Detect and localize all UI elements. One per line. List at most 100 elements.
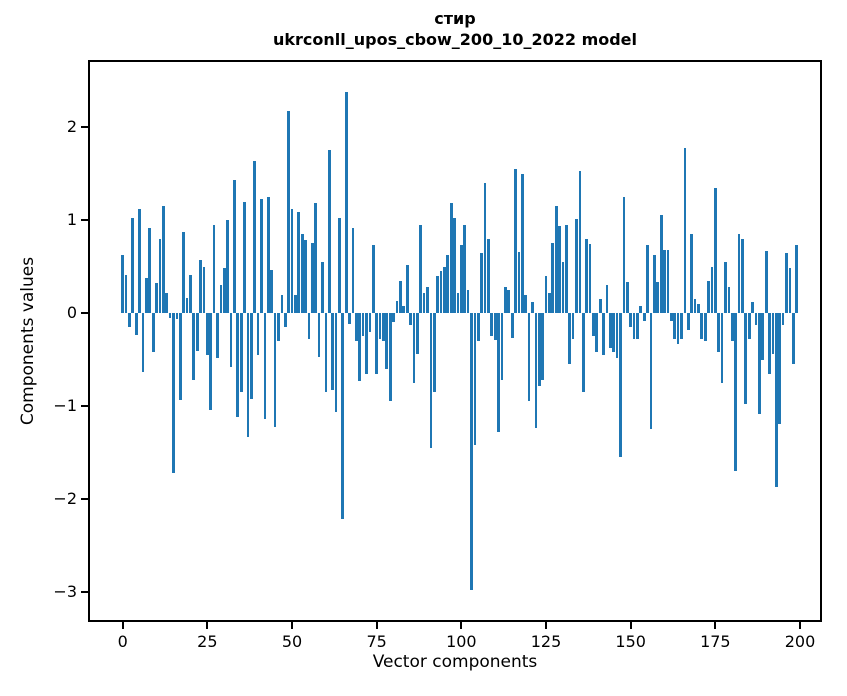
bar (751, 301, 754, 314)
bar (483, 182, 487, 314)
bar (246, 313, 250, 437)
bar (585, 238, 588, 314)
bar (527, 313, 531, 401)
bar (351, 228, 355, 314)
bar (348, 313, 351, 325)
y-tick-label: −1 (53, 396, 77, 416)
bar (717, 313, 721, 353)
bar (649, 313, 653, 430)
bar (646, 245, 649, 314)
chart-subtitle: ukrconll_upos_cbow_200_10_2022 model (272, 30, 638, 49)
bar (314, 203, 318, 314)
bar (703, 313, 707, 341)
x-tick-label: 50 (281, 632, 303, 651)
bar (134, 313, 138, 336)
bar (771, 313, 775, 354)
bar (128, 313, 131, 328)
bar (436, 275, 439, 314)
bar (768, 313, 771, 374)
bar (676, 313, 680, 344)
bar (222, 268, 226, 314)
bar (250, 313, 253, 399)
bar (121, 255, 125, 314)
bar (229, 313, 233, 368)
bar (466, 289, 470, 314)
bar (700, 313, 704, 340)
bar (636, 313, 639, 340)
bar (541, 313, 544, 381)
bar (263, 313, 267, 420)
bar (710, 266, 714, 314)
bar (205, 313, 209, 355)
bar (544, 275, 548, 314)
bar (571, 313, 575, 340)
bar (653, 255, 656, 314)
bar (575, 219, 578, 314)
bar (507, 289, 511, 314)
bar (256, 313, 260, 355)
x-tick-label: 125 (530, 632, 562, 651)
bar (426, 287, 429, 314)
y-tick-label: −2 (53, 489, 77, 509)
bar (307, 313, 311, 340)
bar (564, 224, 568, 314)
bar (233, 180, 236, 314)
bar (199, 260, 202, 314)
bar (737, 234, 741, 314)
bar (504, 287, 507, 314)
bar (253, 160, 257, 314)
bar (124, 274, 128, 314)
bar (453, 218, 456, 314)
bar (429, 313, 433, 448)
bar (690, 234, 693, 314)
bar (151, 313, 155, 353)
bar (581, 313, 585, 393)
bar (615, 313, 619, 358)
bar (785, 252, 788, 314)
bar (297, 211, 301, 314)
bar (382, 313, 385, 341)
bar (697, 303, 700, 314)
bar (439, 271, 443, 314)
bar (500, 313, 504, 381)
bar (449, 203, 453, 314)
bar (761, 313, 765, 360)
x-tick-label: 100 (446, 632, 477, 651)
bar (341, 313, 345, 519)
bar (517, 251, 521, 314)
bar (358, 313, 362, 381)
bar (405, 264, 409, 314)
bar (216, 313, 219, 358)
bar (290, 208, 294, 314)
bar (520, 173, 524, 314)
y-tick-mark (81, 405, 88, 408)
bar (422, 292, 426, 314)
bar (270, 270, 274, 314)
x-tick-mark (714, 622, 717, 629)
bar (747, 313, 751, 340)
bar (300, 234, 304, 314)
bar (642, 313, 646, 321)
bar (683, 147, 687, 314)
bar (409, 313, 412, 326)
x-tick-mark (799, 622, 802, 629)
bar (656, 282, 660, 314)
bar (531, 301, 534, 314)
bar (331, 313, 334, 391)
bar (568, 313, 572, 365)
bar (663, 249, 666, 314)
bar (161, 206, 165, 314)
bar (385, 313, 389, 369)
bar (138, 208, 141, 314)
bar (795, 245, 798, 314)
bar (324, 313, 328, 393)
bar (317, 313, 321, 357)
y-tick-mark (81, 498, 88, 501)
y-tick-label: −3 (53, 582, 77, 602)
bar (287, 111, 290, 314)
bar (514, 168, 517, 314)
bar (598, 299, 602, 314)
bar (669, 313, 673, 321)
x-tick-label: 75 (366, 632, 387, 651)
bar (334, 313, 338, 412)
